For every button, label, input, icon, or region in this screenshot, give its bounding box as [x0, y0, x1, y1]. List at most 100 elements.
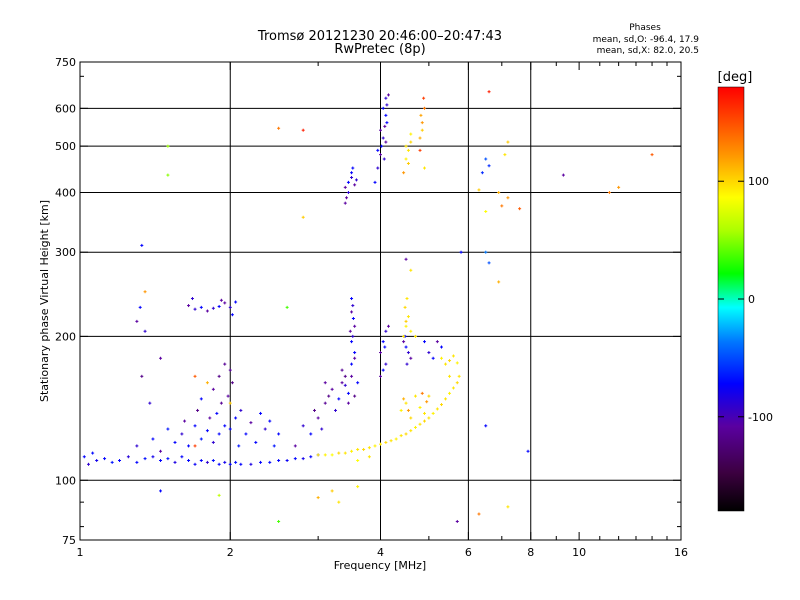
- o-mode-point: [343, 383, 347, 387]
- o-mode-point: [140, 243, 144, 247]
- x-mode-point: [409, 429, 413, 433]
- o-mode-point: [353, 351, 357, 355]
- x-mode-point: [337, 500, 341, 504]
- phases-o-stats: mean, sd,O: -96.4, 17.9: [593, 35, 700, 45]
- x-mode-point: [444, 362, 448, 366]
- x-mode-point: [435, 407, 439, 411]
- o-mode-point: [309, 432, 313, 436]
- o-mode-point: [249, 462, 253, 466]
- x-mode-point: [500, 204, 504, 208]
- o-mode-point: [323, 401, 327, 405]
- o-mode-point: [159, 489, 163, 493]
- o-mode-point: [385, 103, 389, 107]
- o-mode-point: [190, 297, 194, 301]
- x-mode-point: [367, 446, 371, 450]
- o-mode-point: [193, 462, 197, 466]
- o-mode-point: [340, 381, 344, 385]
- o-mode-point: [386, 93, 390, 97]
- o-mode-point: [350, 340, 354, 344]
- o-mode-point: [351, 316, 355, 320]
- x-mode-point: [422, 411, 426, 415]
- x-mode-point: [448, 359, 452, 363]
- x-mode-point: [409, 329, 413, 333]
- o-mode-point: [384, 113, 388, 117]
- x-mode-point: [404, 432, 408, 436]
- o-mode-point: [187, 458, 191, 462]
- x-mode-point: [343, 451, 347, 455]
- o-mode-point: [219, 298, 223, 302]
- o-mode-point: [431, 356, 435, 360]
- x-mode-point: [418, 405, 422, 409]
- x-mode-point: [440, 356, 444, 360]
- o-mode-point: [126, 455, 130, 459]
- x-mode-point: [406, 148, 410, 152]
- x-mode-point: [166, 173, 170, 177]
- x-mode-point: [427, 416, 431, 420]
- x-mode-point: [356, 485, 360, 489]
- x-mode-point: [409, 140, 413, 144]
- colorbar-ticks: 100 0 -100: [718, 175, 773, 424]
- y-tick-label: 200: [55, 330, 76, 343]
- o-mode-point: [376, 166, 380, 170]
- x-mode-point: [448, 391, 452, 395]
- x-mode-point: [406, 161, 410, 165]
- x-mode-point: [422, 419, 426, 423]
- o-mode-point: [208, 416, 212, 420]
- o-mode-point: [330, 387, 334, 391]
- o-mode-point: [353, 394, 357, 398]
- o-mode-point: [301, 424, 305, 428]
- o-mode-point: [196, 408, 200, 412]
- x-mode-point: [379, 442, 382, 446]
- o-mode-point: [383, 345, 387, 349]
- x-mode-point: [404, 144, 408, 148]
- o-mode-point: [383, 124, 387, 128]
- o-mode-point: [350, 297, 354, 301]
- phase-colorbar: [deg] 100 0 -100: [718, 70, 773, 512]
- x-mode-point: [506, 196, 510, 200]
- o-mode-point: [526, 449, 530, 453]
- x-tick-label: 16: [674, 546, 688, 559]
- colorbar-tick-label: 100: [748, 175, 769, 188]
- x-axis-label: Frequency [MHz]: [334, 559, 426, 572]
- o-mode-point: [384, 362, 388, 366]
- x-tick-label: 10: [572, 546, 586, 559]
- o-mode-point: [151, 437, 155, 441]
- o-mode-point: [376, 148, 380, 152]
- o-mode-point: [343, 185, 347, 189]
- o-mode-point: [323, 381, 327, 385]
- x-mode-point: [350, 449, 354, 453]
- x-mode-point: [205, 381, 209, 385]
- x-mode-point: [277, 126, 281, 130]
- o-mode-point: [217, 374, 221, 378]
- o-mode-point: [135, 460, 139, 464]
- o-mode-point: [384, 329, 388, 333]
- o-mode-point: [350, 362, 354, 366]
- x-mode-point: [228, 401, 232, 405]
- o-mode-point: [309, 455, 313, 459]
- x-mode-point: [316, 496, 320, 500]
- x-mode-point: [394, 437, 398, 441]
- x-mode-point: [323, 453, 327, 457]
- chart-subtitle: RwPretec (8p): [334, 42, 425, 57]
- x-mode-point: [316, 453, 320, 457]
- x-mode-point: [406, 408, 410, 412]
- x-mode-point: [402, 171, 406, 175]
- x-mode-point: [356, 458, 360, 462]
- o-mode-point: [259, 460, 263, 464]
- o-mode-point: [143, 457, 147, 461]
- o-mode-point: [316, 416, 320, 420]
- o-mode-point: [234, 460, 238, 464]
- y-tick-label: 400: [55, 186, 76, 199]
- x-mode-point: [193, 444, 197, 448]
- o-mode-point: [239, 408, 243, 412]
- o-mode-point: [386, 324, 390, 328]
- o-mode-point: [254, 440, 258, 444]
- o-mode-point: [293, 444, 297, 448]
- o-mode-point: [379, 153, 382, 157]
- o-mode-point: [244, 432, 248, 436]
- o-mode-point: [199, 458, 203, 462]
- x-mode-point: [384, 440, 388, 444]
- o-mode-point: [350, 171, 354, 175]
- o-mode-point: [381, 368, 385, 372]
- x-mode-point: [362, 447, 366, 451]
